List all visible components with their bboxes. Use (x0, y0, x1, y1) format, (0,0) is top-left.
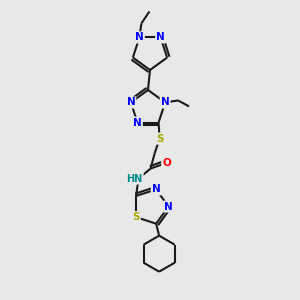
Text: N: N (135, 32, 144, 42)
Text: N: N (156, 32, 165, 42)
Text: N: N (127, 98, 135, 107)
Text: O: O (162, 158, 171, 168)
Text: S: S (132, 212, 140, 222)
Text: N: N (164, 202, 173, 212)
Text: N: N (161, 98, 170, 107)
Text: N: N (133, 118, 142, 128)
Text: S: S (156, 134, 163, 144)
Text: HN: HN (127, 174, 143, 184)
Text: N: N (152, 184, 161, 194)
